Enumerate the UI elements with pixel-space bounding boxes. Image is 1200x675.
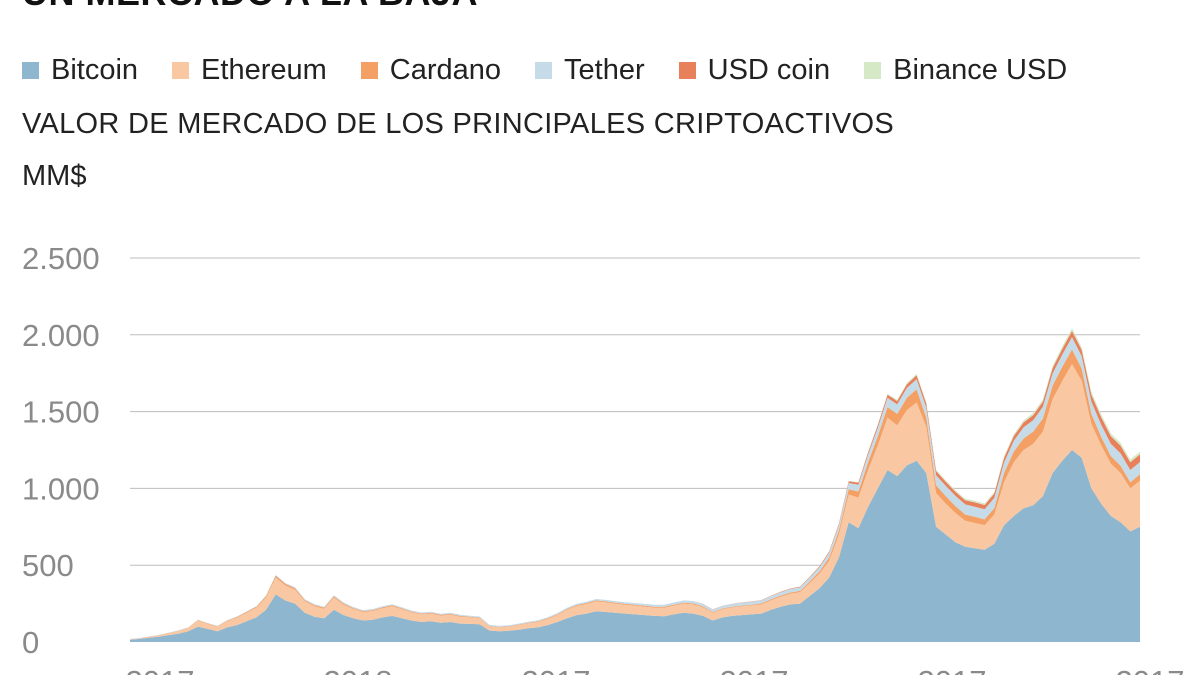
legend-swatch <box>172 61 190 79</box>
x-tick-label: 2017 <box>1116 664 1185 675</box>
y-tick-label: 500 <box>22 548 74 583</box>
area-series-ethereum <box>130 364 1140 640</box>
x-tick-label: 2018 <box>324 664 393 675</box>
legend-label: Bitcoin <box>51 53 139 86</box>
legend-label: USD coin <box>707 53 831 86</box>
y-tick-label: 1.500 <box>22 395 100 430</box>
legend-swatch <box>360 61 378 79</box>
chart-unit: MM$ <box>22 160 87 192</box>
legend-swatch <box>535 61 553 79</box>
legend-swatch <box>22 61 39 79</box>
legend-item-binance-usd: Binance USD <box>864 54 1067 87</box>
y-tick-label: 2.000 <box>22 318 100 353</box>
area-series-bitcoin <box>130 450 1140 642</box>
legend-label: Ethereum <box>201 53 327 86</box>
legend-label: Cardano <box>389 53 502 86</box>
legend-item-usd-coin: USD coin <box>678 53 831 87</box>
legend-item-cardano: Cardano <box>360 53 502 87</box>
chart-legend: Bitcoin Ethereum Cardano Tether USD coin Bina… <box>22 52 1067 88</box>
legend-label: Binance USD <box>893 53 1068 86</box>
legend-swatch <box>864 61 882 79</box>
x-tick-label: 2017 <box>918 664 987 675</box>
legend-item-tether: Tether <box>535 54 645 87</box>
y-tick-label: 0 <box>22 625 39 660</box>
legend-item-ethereum: Ethereum <box>172 54 327 87</box>
area-series-cardano <box>130 349 1140 640</box>
y-tick-label: 2.500 <box>22 241 100 276</box>
chart-title: VALOR DE MERCADO DE LOS PRINCIPALES CRIP… <box>22 108 894 140</box>
legend-swatch <box>678 61 696 79</box>
y-tick-label: 1.000 <box>22 471 100 506</box>
x-tick-label: 2017 <box>126 664 195 675</box>
x-tick-label: 2017 <box>720 664 789 675</box>
legend-item-bitcoin: Bitcoin <box>22 54 138 87</box>
legend-label: Tether <box>564 53 645 86</box>
headline: UN MERCADO A LA BAJA <box>22 0 1182 8</box>
x-tick-label: 2017 <box>522 664 591 675</box>
